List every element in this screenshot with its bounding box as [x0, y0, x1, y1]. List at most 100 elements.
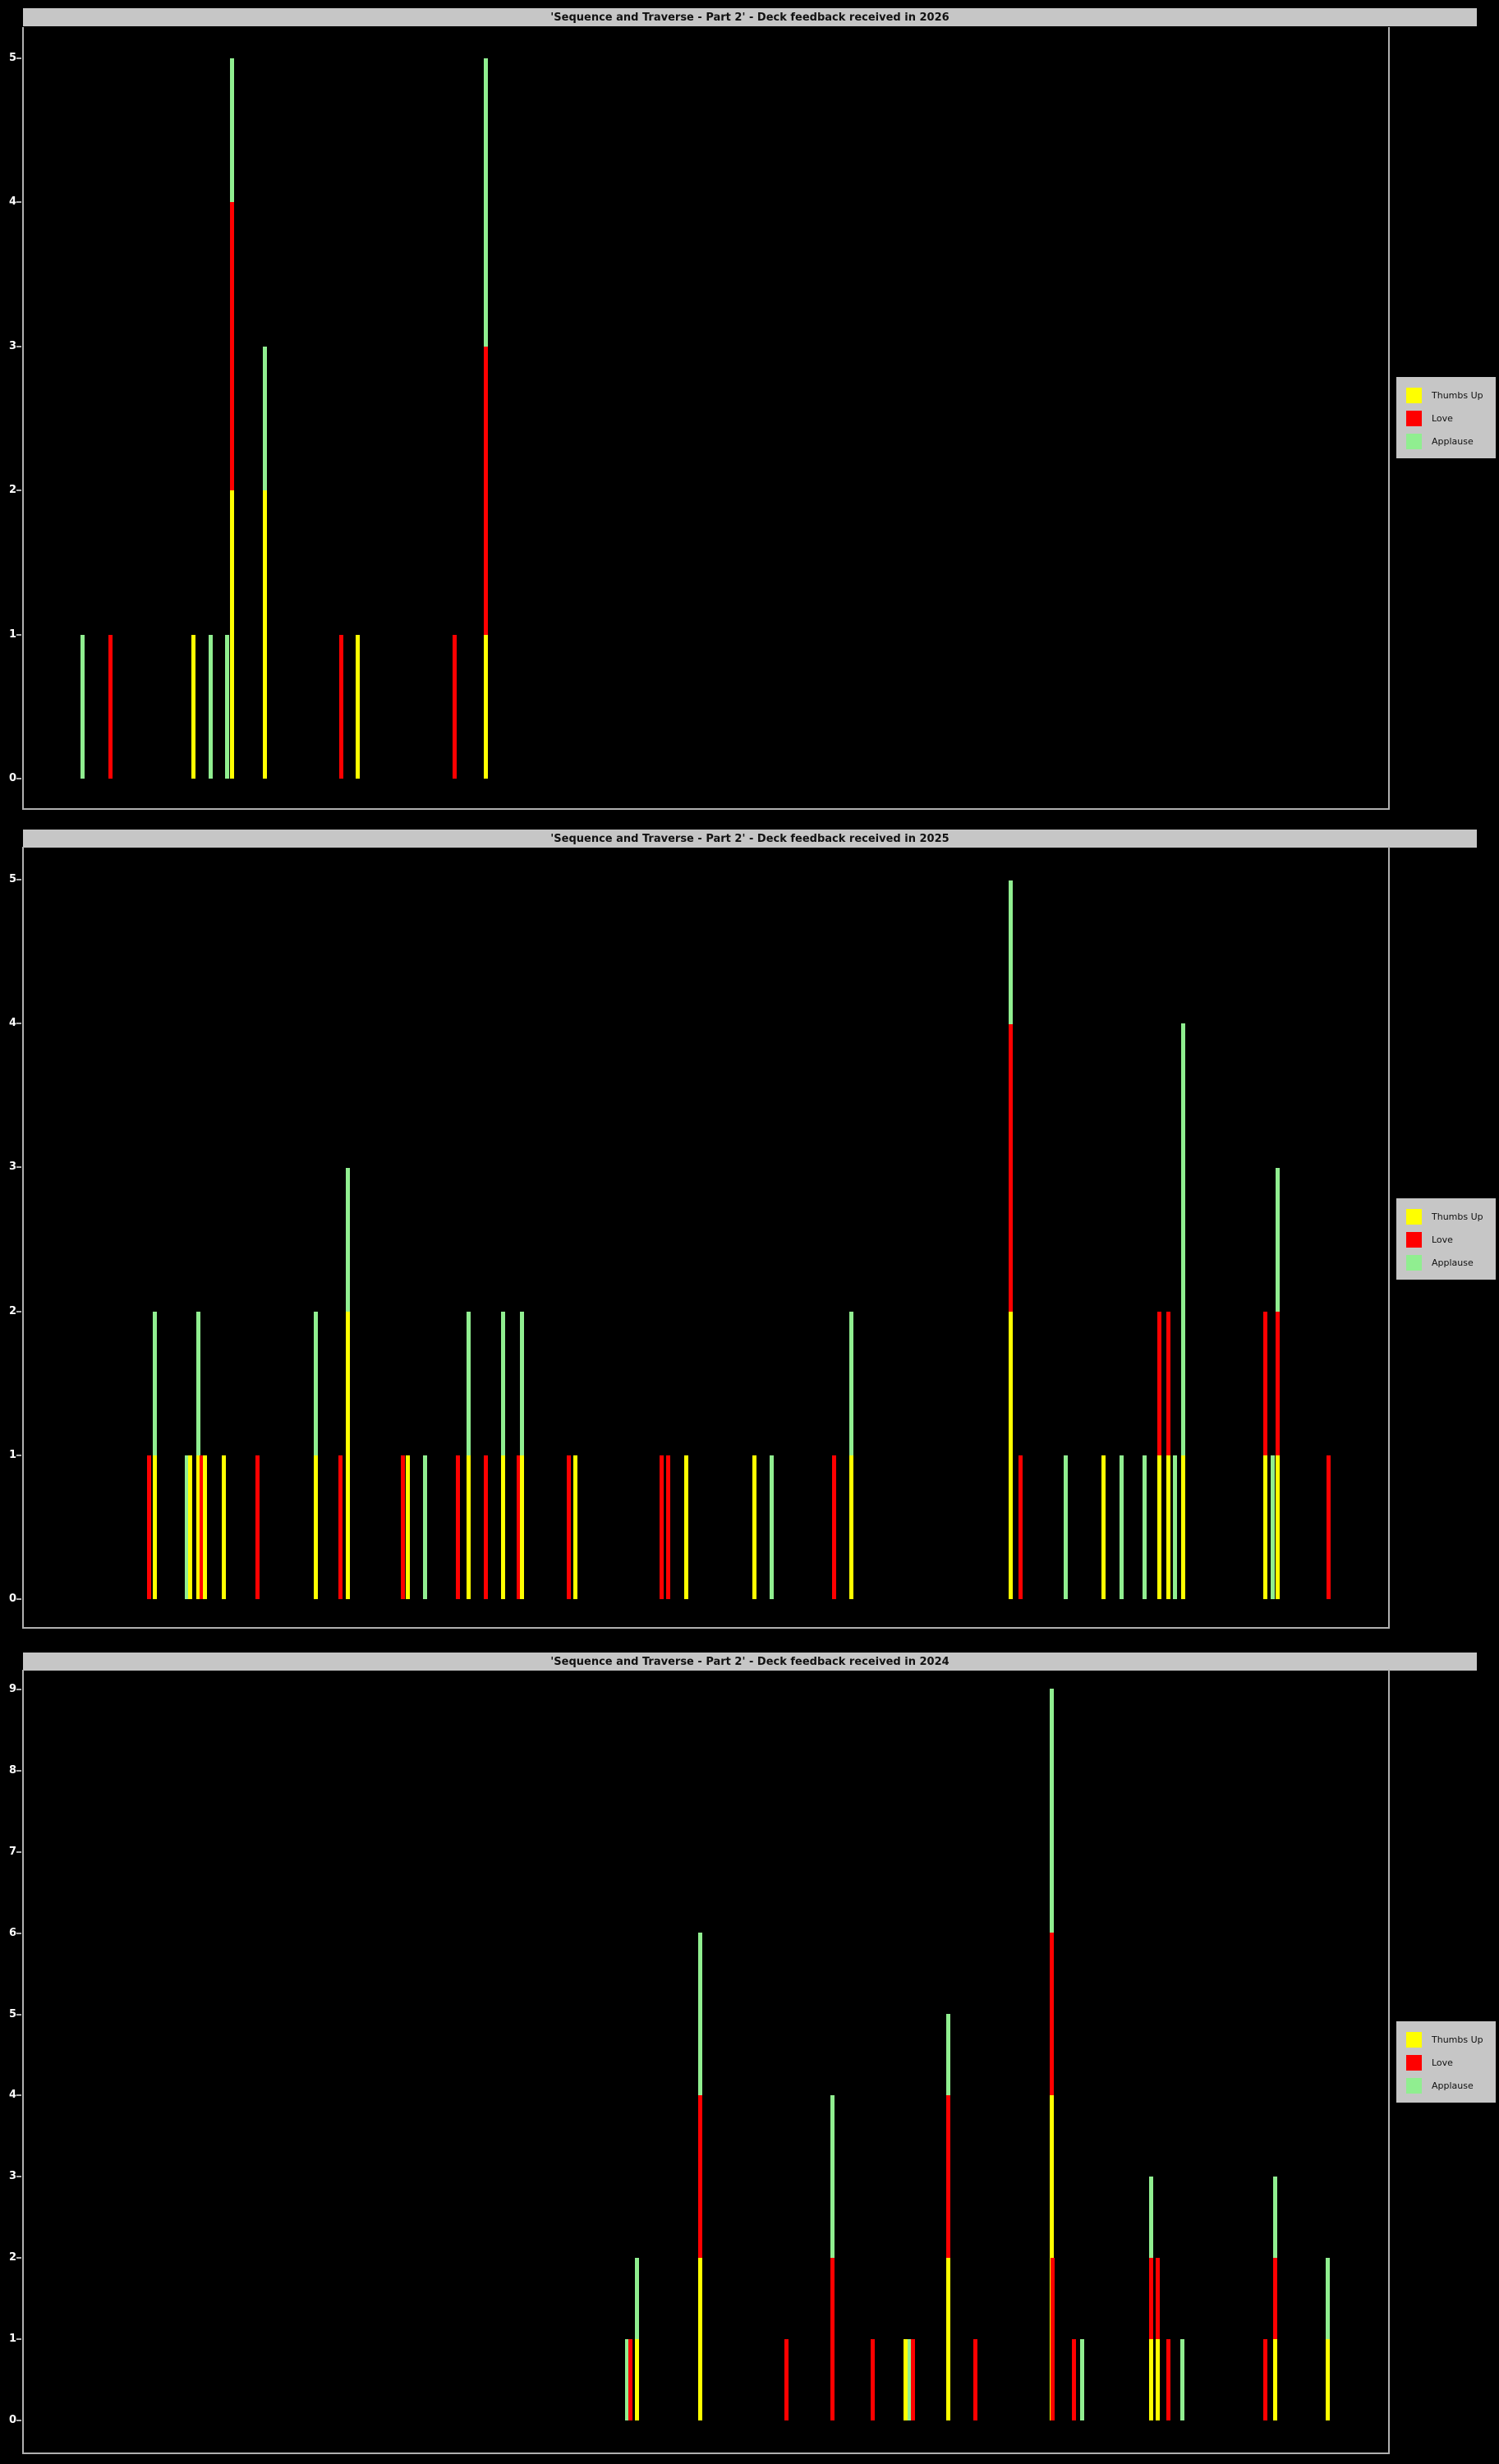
bar-segment-applause — [80, 635, 85, 779]
y-tick-mark — [16, 2257, 21, 2259]
stacked-bar — [849, 1312, 853, 1599]
bar-segment-applause — [946, 2014, 950, 2095]
bar-segment-love — [660, 1455, 664, 1599]
stacked-bar — [147, 1455, 151, 1599]
bar-segment-applause — [908, 2339, 912, 2420]
legend-label: Applause — [1432, 2080, 1474, 2091]
bar-segment-applause — [625, 2339, 629, 2420]
stacked-bar — [1327, 1455, 1331, 1599]
bar-segment-love — [1149, 2258, 1153, 2339]
bar-segment-applause — [346, 1168, 350, 1312]
stacked-bar — [1276, 1168, 1280, 1599]
bar-segment-love — [255, 1455, 260, 1599]
legend-label: Applause — [1432, 435, 1474, 447]
y-tick-mark — [16, 1598, 21, 1600]
y-tick-label: 5 — [8, 873, 16, 885]
stacked-bar — [1064, 1455, 1068, 1599]
chart-title-strip: 'Sequence and Traverse - Part 2' - Deck … — [23, 8, 1477, 26]
y-tick-mark — [16, 1770, 21, 1772]
bar-segment-love — [401, 1455, 405, 1599]
stacked-bar — [1051, 2258, 1055, 2420]
stacked-bar — [520, 1312, 524, 1599]
stacked-bar — [230, 58, 234, 779]
legend-item-love: Love — [1396, 407, 1496, 430]
y-tick-label: 3 — [8, 1161, 16, 1173]
bar-segment-love — [1072, 2339, 1076, 2420]
y-axis-spine — [22, 1670, 24, 2453]
bar-segment-thumbs-up — [196, 1455, 200, 1599]
bar-segment-love — [230, 202, 234, 490]
x-axis-spine — [22, 1627, 1390, 1629]
bar-segment-thumbs-up — [1009, 1312, 1013, 1599]
bar-segment-applause — [698, 1933, 702, 2095]
bar-segment-thumbs-up — [1166, 1455, 1170, 1599]
bar-segment-love — [1327, 1455, 1331, 1599]
stacked-bar — [346, 1168, 350, 1599]
bar-segment-applause — [1143, 1455, 1147, 1599]
stacked-bar — [973, 2339, 977, 2420]
y-tick-label: 4 — [8, 2089, 16, 2101]
legend-label: Thumbs Up — [1432, 2034, 1483, 2045]
stacked-bar — [1173, 1455, 1177, 1599]
stacked-bar — [339, 635, 343, 779]
bar-segment-applause — [1180, 2339, 1184, 2420]
bar-segment-love — [666, 1455, 670, 1599]
bar-segment-applause — [484, 58, 488, 347]
thumbs_up-swatch — [1406, 387, 1422, 403]
stacked-bar — [501, 1312, 505, 1599]
stacked-bar — [1326, 2258, 1330, 2420]
bar-segment-love — [1273, 2258, 1277, 2339]
bar-segment-love — [108, 635, 113, 779]
bar-segment-applause — [1273, 2177, 1277, 2258]
stacked-bar — [1271, 1455, 1275, 1599]
bar-segment-love — [456, 1455, 460, 1599]
stacked-bar — [314, 1312, 318, 1599]
bar-segment-applause — [196, 1312, 200, 1455]
stacked-bar — [660, 1455, 664, 1599]
legend-box: Thumbs Up Love Applause — [1396, 377, 1496, 458]
bar-segment-applause — [1271, 1455, 1275, 1599]
stacked-bar — [946, 2014, 950, 2420]
chart-title: 'Sequence and Traverse - Part 2' - Deck … — [550, 11, 950, 24]
bar-segment-thumbs-up — [263, 490, 267, 779]
bar-segment-applause — [1064, 1455, 1068, 1599]
bar-segment-thumbs-up — [1156, 2339, 1160, 2420]
y-tick-label: 0 — [8, 1593, 16, 1605]
y-tick-mark — [16, 2338, 21, 2340]
y-tick-mark — [16, 2094, 21, 2096]
bar-segment-thumbs-up — [188, 1455, 192, 1599]
legend-box: Thumbs Up Love Applause — [1396, 1198, 1496, 1280]
stacked-bar — [1101, 1455, 1106, 1599]
stacked-bar — [1156, 2258, 1160, 2420]
stacked-bar — [904, 2339, 908, 2420]
bar-segment-applause — [849, 1312, 853, 1455]
y-tick-label: 1 — [8, 2333, 16, 2345]
stacked-bar — [625, 2339, 629, 2420]
y-tick-mark — [16, 1851, 21, 1853]
stacked-bar — [453, 635, 457, 779]
stacked-bar — [222, 1455, 226, 1599]
bar-segment-applause — [1120, 1455, 1124, 1599]
stacked-bar — [1143, 1455, 1147, 1599]
bar-segment-thumbs-up — [904, 2339, 908, 2420]
chart-title-strip: 'Sequence and Traverse - Part 2' - Deck … — [23, 830, 1477, 848]
bar-segment-love — [338, 1455, 343, 1599]
stacked-bar — [1080, 2339, 1084, 2420]
bar-segment-love — [973, 2339, 977, 2420]
bar-segment-thumbs-up — [752, 1455, 756, 1599]
bar-segment-love — [946, 2095, 950, 2258]
y-tick-label: 6 — [8, 1927, 16, 1939]
legend-label: Love — [1432, 412, 1453, 424]
y-tick-mark — [16, 634, 21, 636]
bar-segment-thumbs-up — [222, 1455, 226, 1599]
y-tick-label: 4 — [8, 1017, 16, 1029]
stacked-bar — [406, 1455, 410, 1599]
stacked-bar — [153, 1312, 157, 1599]
bar-segment-thumbs-up — [191, 635, 195, 779]
y-tick-label: 3 — [8, 2170, 16, 2182]
stacked-bar — [567, 1455, 571, 1599]
y-tick-mark — [16, 346, 21, 347]
stacked-bar — [185, 1455, 189, 1599]
bar-segment-applause — [1080, 2339, 1084, 2420]
bar-segment-love — [1157, 1312, 1161, 1455]
